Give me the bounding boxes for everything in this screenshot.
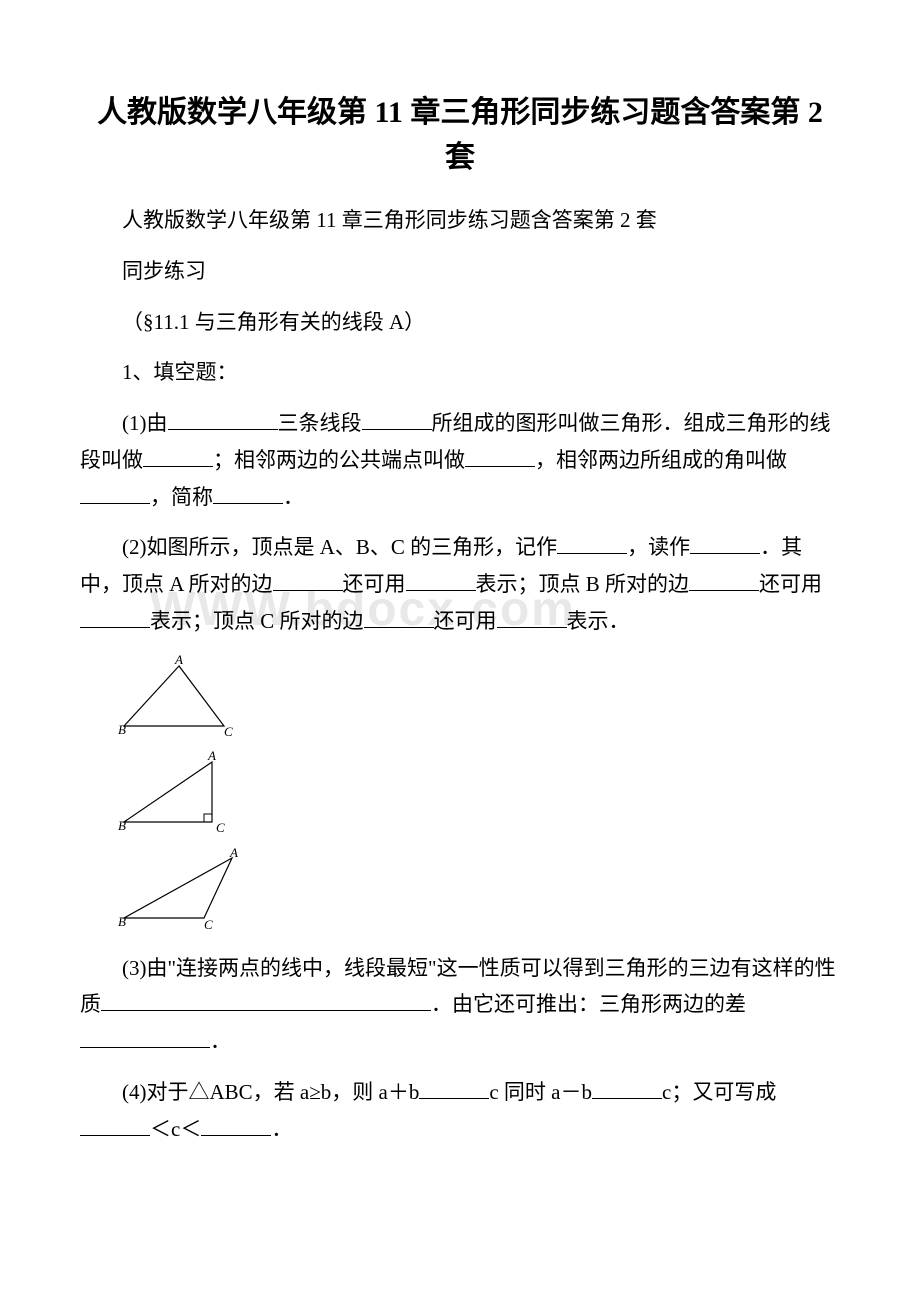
vertex-a-label: A — [207, 750, 216, 763]
vertex-b-label: B — [118, 818, 126, 833]
blank — [201, 1115, 271, 1136]
triangle-figures: A B C A B C A B C — [112, 654, 840, 936]
triangle-acute: A B C — [112, 654, 242, 744]
triangle-obtuse: A B C — [112, 846, 257, 936]
subtitle-line: 人教版数学八年级第 11 章三角形同步练习题含答案第 2 套 — [80, 202, 840, 239]
vertex-a-label: A — [229, 846, 238, 860]
q1-text-1: (1)由 — [122, 411, 168, 435]
blank — [465, 446, 535, 467]
q4-text-5: ． — [271, 1117, 292, 1141]
q1-text-5: ，相邻两边所组成的角叫做 — [535, 448, 787, 472]
heading-fill-blanks: 1、填空题： — [80, 354, 840, 391]
blank — [101, 990, 431, 1011]
subsection-label: （§11.1 与三角形有关的线段 A） — [80, 304, 840, 341]
blank — [497, 607, 567, 628]
q2-text-9: 表示． — [567, 609, 630, 633]
blank — [362, 409, 432, 430]
blank — [364, 607, 434, 628]
blank — [168, 409, 278, 430]
q4-text-1: (4)对于△ABC，若 a≥b，则 a＋b — [122, 1080, 419, 1104]
q2-text-5: 表示；顶点 B 所对的边 — [476, 572, 690, 596]
blank — [689, 570, 759, 591]
q3-text-2: ．由它还可推出：三角形两边的差 — [431, 992, 746, 1016]
blank — [557, 533, 627, 554]
question-2: (2)如图所示，顶点是 A、B、C 的三角形，记作，读作．其中，顶点 A 所对的… — [80, 529, 840, 639]
vertex-b-label: B — [118, 914, 126, 929]
blank — [690, 533, 760, 554]
blank — [80, 1115, 150, 1136]
q2-text-2: ，读作 — [627, 535, 690, 559]
blank — [592, 1078, 662, 1099]
vertex-c-label: C — [224, 724, 233, 739]
vertex-c-label: C — [216, 820, 225, 835]
q4-text-4: ＜c＜ — [150, 1117, 201, 1141]
q1-text-4: ；相邻两边的公共端点叫做 — [213, 448, 465, 472]
page-title: 人教版数学八年级第 11 章三角形同步练习题含答案第 2 套 — [80, 90, 840, 180]
blank — [213, 483, 283, 504]
question-1: (1)由三条线段所组成的图形叫做三角形．组成三角形的线段叫做；相邻两边的公共端点… — [80, 405, 840, 515]
q2-text-7: 表示；顶点 C 所对的边 — [150, 609, 364, 633]
blank — [80, 483, 150, 504]
q4-text-2: c 同时 a－b — [489, 1080, 592, 1104]
blank — [80, 1027, 210, 1048]
blank — [273, 570, 343, 591]
question-4: (4)对于△ABC，若 a≥b，则 a＋b c 同时 a－b c；又可写成 ＜c＜ ． — [80, 1074, 840, 1148]
q2-text-4: 还可用 — [343, 572, 406, 596]
vertex-c-label: C — [204, 917, 213, 932]
q1-text-6: ，简称 — [150, 485, 213, 509]
blank — [406, 570, 476, 591]
blank — [80, 607, 150, 628]
q1-text-2: 三条线段 — [278, 411, 362, 435]
q3-text-3: ． — [210, 1029, 231, 1053]
vertex-a-label: A — [174, 654, 183, 667]
q2-text-8: 还可用 — [434, 609, 497, 633]
section-label: 同步练习 — [80, 253, 840, 290]
q4-text-3: c；又可写成 — [662, 1080, 776, 1104]
q2-text-6: 还可用 — [759, 572, 822, 596]
blank — [143, 446, 213, 467]
blank — [419, 1078, 489, 1099]
vertex-b-label: B — [118, 722, 126, 737]
document-content: 人教版数学八年级第 11 章三角形同步练习题含答案第 2 套 人教版数学八年级第… — [80, 90, 840, 1147]
triangle-right: A B C — [112, 750, 242, 840]
q1-text-7: ． — [283, 485, 304, 509]
q2-text-1: (2)如图所示，顶点是 A、B、C 的三角形，记作 — [122, 535, 557, 559]
question-3: (3)由"连接两点的线中，线段最短"这一性质可以得到三角形的三边有这样的性质．由… — [80, 950, 840, 1060]
